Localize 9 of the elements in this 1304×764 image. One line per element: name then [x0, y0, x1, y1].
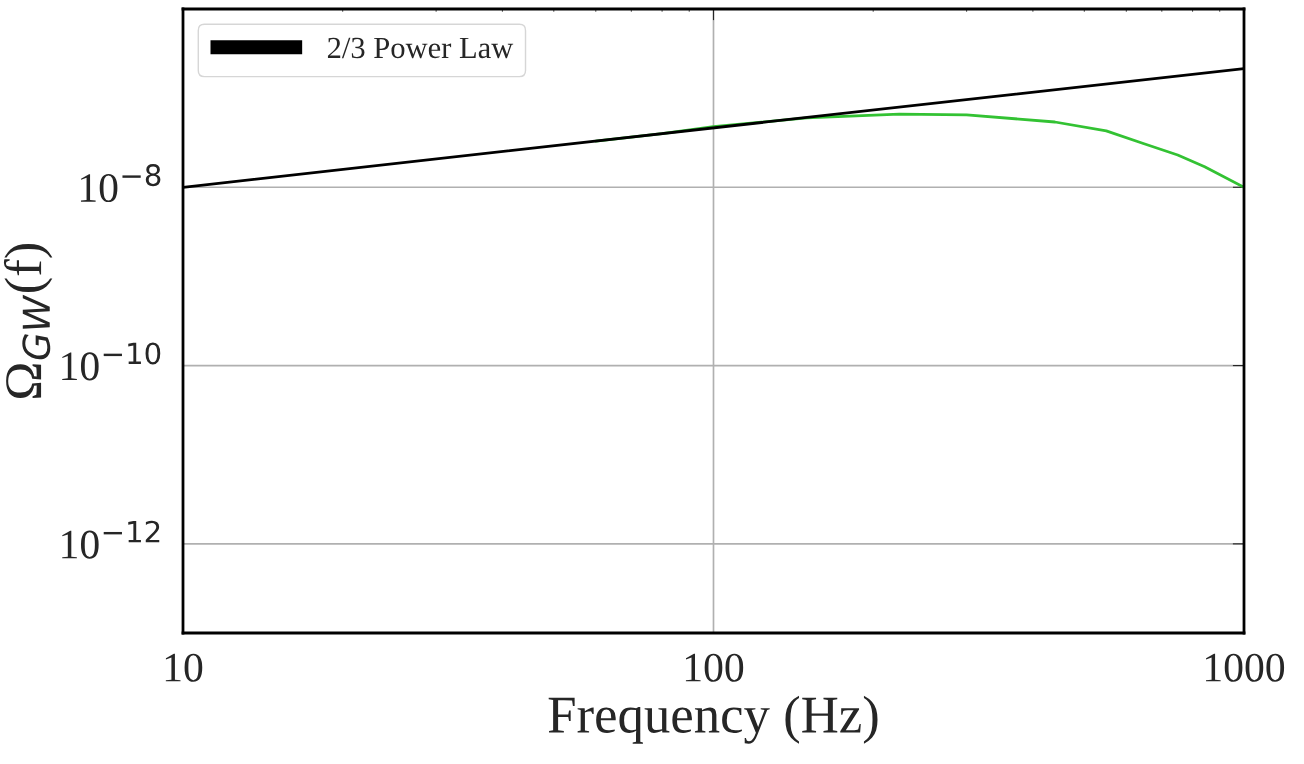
- y-axis-title: Ω$_{GW}$(f): [3, 243, 53, 398]
- y-tick-label: 10$^{−12}$: [62, 520, 160, 559]
- legend-label: 2/3 Power Law: [327, 37, 514, 59]
- x-tick-label: 100: [685, 653, 744, 682]
- y-tick-label: 10$^{−10}$: [62, 342, 161, 381]
- x-axis-title: Frequency (Hz): [548, 695, 878, 744]
- x-tick-label: 1000: [1206, 653, 1285, 682]
- y-tick-label: 10$^{−8}$: [80, 164, 161, 203]
- x-tick-label: 10: [165, 653, 203, 682]
